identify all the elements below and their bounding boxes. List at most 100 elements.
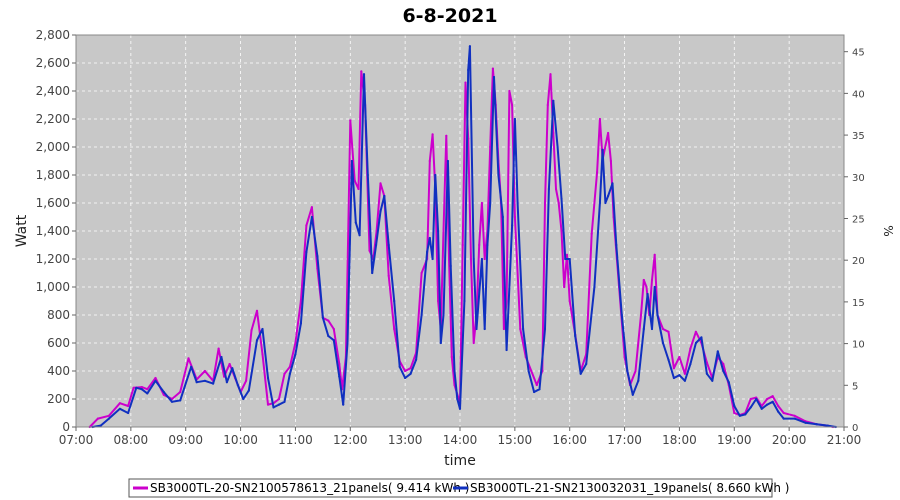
data-point-series-2 bbox=[350, 159, 353, 163]
data-point-series-2 bbox=[672, 376, 676, 380]
data-point-series-2 bbox=[467, 68, 470, 72]
data-point-series-1 bbox=[294, 341, 297, 345]
data-point-series-1 bbox=[508, 89, 511, 93]
data-point-series-1 bbox=[560, 229, 563, 233]
legend-label-series-1: SB3000TL-20-SN2100578613_21panels( 9.414… bbox=[150, 481, 469, 495]
data-point-series-1 bbox=[245, 379, 248, 382]
data-point-series-2 bbox=[472, 257, 475, 261]
data-point-series-2 bbox=[379, 210, 382, 213]
data-point-series-1 bbox=[590, 232, 593, 235]
data-point-series-2 bbox=[771, 400, 774, 403]
x-tick-label: 10:00 bbox=[223, 433, 258, 447]
data-point-series-2 bbox=[615, 243, 618, 247]
data-point-series-2 bbox=[510, 224, 514, 227]
data-point-series-2 bbox=[383, 194, 386, 198]
legend-box bbox=[128, 478, 773, 498]
data-point-series-2 bbox=[604, 201, 607, 205]
data-point-series-2 bbox=[793, 417, 796, 420]
data-point-series-2 bbox=[404, 376, 407, 380]
data-point-series-1 bbox=[387, 274, 390, 277]
data-point-series-2 bbox=[782, 417, 785, 420]
data-point-series-1 bbox=[428, 159, 431, 163]
data-point-series-2 bbox=[231, 367, 234, 370]
x-tick-label: 16:00 bbox=[552, 433, 587, 447]
y-tick-label: 0 bbox=[62, 420, 70, 434]
data-point-series-2 bbox=[552, 99, 555, 102]
data-point-series-1 bbox=[332, 327, 335, 331]
data-point-series-2 bbox=[415, 358, 418, 361]
y-axis-label: Watt bbox=[14, 214, 30, 247]
data-point-series-2 bbox=[804, 421, 807, 424]
data-point-series-2 bbox=[711, 379, 714, 382]
data-point-series-2 bbox=[242, 397, 245, 401]
data-point-series-1 bbox=[568, 299, 571, 303]
data-point-series-1 bbox=[510, 103, 514, 107]
data-point-series-2 bbox=[598, 201, 602, 205]
data-point-series-2 bbox=[547, 187, 551, 191]
data-point-series-1 bbox=[645, 285, 648, 289]
data-point-series-1 bbox=[549, 73, 552, 76]
data-point-series-2 bbox=[371, 271, 374, 275]
data-point-series-1 bbox=[530, 369, 533, 373]
data-point-series-2 bbox=[574, 334, 577, 338]
data-point-series-2 bbox=[236, 383, 239, 387]
y-right-tick-label: 20 bbox=[852, 256, 865, 267]
data-point-series-1 bbox=[437, 299, 440, 303]
data-point-series-2 bbox=[375, 243, 378, 247]
data-point-series-1 bbox=[442, 229, 445, 233]
data-point-series-2 bbox=[513, 117, 517, 121]
data-point-series-2 bbox=[409, 372, 412, 375]
y-tick-label: 2,200 bbox=[36, 112, 70, 126]
data-point-series-2 bbox=[449, 264, 452, 268]
data-point-series-2 bbox=[527, 369, 530, 373]
data-point-series-2 bbox=[727, 381, 730, 384]
data-point-series-1 bbox=[445, 134, 448, 137]
y-right-tick-label: 40 bbox=[852, 89, 865, 100]
data-point-series-2 bbox=[366, 173, 369, 177]
data-point-series-2 bbox=[453, 369, 456, 373]
data-point-series-1 bbox=[543, 201, 547, 205]
y-right-tick-label: 0 bbox=[852, 423, 858, 434]
data-point-series-1 bbox=[127, 404, 130, 408]
data-point-series-1 bbox=[118, 402, 121, 405]
data-point-series-2 bbox=[733, 404, 736, 408]
data-point-series-1 bbox=[535, 383, 538, 387]
legend-label-series-2: SB3000TL-21-SN2130032031_19panels( 8.660… bbox=[470, 481, 789, 495]
data-point-series-2 bbox=[538, 388, 541, 391]
data-point-series-2 bbox=[501, 215, 504, 219]
data-point-series-1 bbox=[420, 271, 423, 275]
data-point-series-2 bbox=[118, 407, 121, 410]
data-point-series-1 bbox=[480, 201, 483, 205]
data-point-series-1 bbox=[722, 362, 725, 366]
chart-title: 6-8-2021 bbox=[402, 5, 497, 27]
data-point-series-1 bbox=[749, 397, 752, 401]
x-tick-label: 08:00 bbox=[114, 433, 149, 447]
data-point-series-1 bbox=[404, 369, 407, 373]
data-point-series-2 bbox=[255, 339, 259, 342]
data-point-series-2 bbox=[162, 390, 165, 394]
data-point-series-2 bbox=[342, 403, 345, 406]
data-point-series-1 bbox=[642, 278, 645, 282]
data-point-series-1 bbox=[634, 369, 637, 373]
data-point-series-1 bbox=[672, 367, 676, 370]
y-tick-label: 1,400 bbox=[36, 224, 70, 238]
data-point-series-2 bbox=[749, 406, 752, 409]
data-point-series-1 bbox=[489, 145, 492, 149]
data-point-series-1 bbox=[357, 187, 360, 191]
data-point-series-1 bbox=[513, 215, 517, 219]
data-point-series-2 bbox=[593, 285, 596, 289]
data-point-series-2 bbox=[316, 255, 319, 258]
data-point-series-2 bbox=[442, 313, 445, 317]
data-point-series-2 bbox=[505, 348, 508, 352]
data-point-series-1 bbox=[557, 201, 560, 205]
y-axis-right-label: % bbox=[881, 225, 895, 236]
data-point-series-2 bbox=[332, 339, 335, 342]
data-point-series-2 bbox=[826, 424, 829, 427]
data-point-series-1 bbox=[653, 253, 656, 256]
data-point-series-2 bbox=[533, 390, 536, 394]
data-point-series-1 bbox=[546, 103, 549, 107]
x-tick-label: 14:00 bbox=[443, 433, 478, 447]
data-point-series-1 bbox=[478, 243, 481, 247]
data-point-series-2 bbox=[277, 403, 281, 406]
